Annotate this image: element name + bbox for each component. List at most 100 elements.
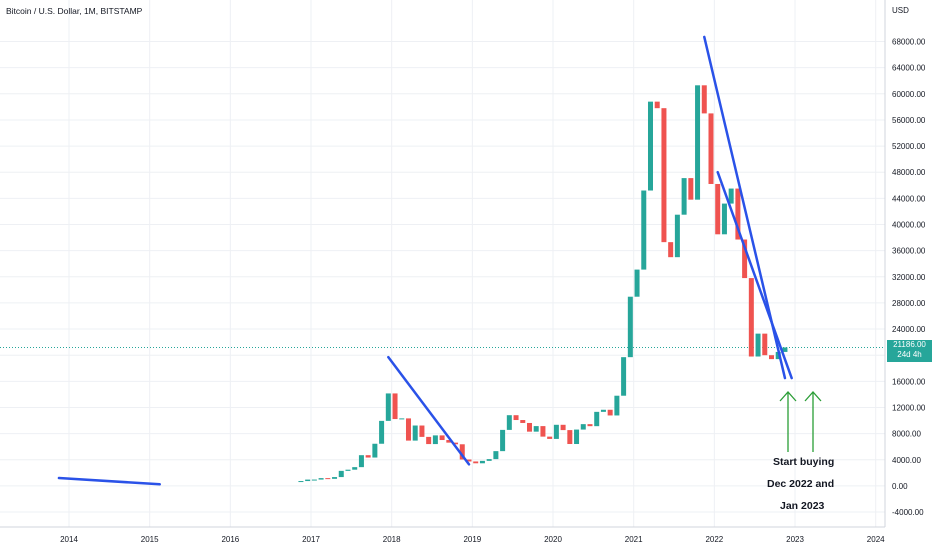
y-tick-label: 44000.00 [892,194,926,203]
annotation-line-2: Dec 2022 and [767,478,835,490]
y-tick-label: 52000.00 [892,142,926,151]
candle [392,393,398,420]
candle [372,443,378,458]
candle [338,470,344,478]
candle [493,451,499,460]
candle [661,108,667,243]
candle [479,460,485,464]
y-tick-label: 68000.00 [892,38,926,47]
candle [674,214,680,258]
buy-arrow-head [804,391,822,402]
x-tick-label: 2021 [625,535,643,544]
candle [412,425,418,441]
candle [446,440,452,443]
annotation-line-1: Start buying [773,456,835,468]
candle [486,459,492,461]
x-tick-label: 2017 [302,535,320,544]
candle [580,424,586,430]
candle [332,477,338,479]
y-tick-label: 0.00 [892,482,908,491]
candle [520,420,526,423]
candle [634,269,640,297]
candle [533,426,539,432]
candle [594,411,600,427]
candle [641,190,647,270]
y-tick-label: 36000.00 [892,247,926,256]
candle [399,418,405,420]
x-tick-label: 2022 [705,535,723,544]
candle [695,85,701,200]
bar-countdown: 24d 4h [897,350,922,359]
candle [627,296,633,358]
y-tick-label: 56000.00 [892,116,926,125]
candle [735,188,741,240]
x-tick-label: 2024 [867,535,885,544]
candle [459,444,465,460]
y-tick-label: 28000.00 [892,299,926,308]
last-price-value: 21186.00 [893,340,926,349]
y-tick-label: 64000.00 [892,64,926,73]
candle [775,351,781,360]
candle [540,426,546,437]
candle [365,455,371,458]
x-tick-label: 2014 [60,535,78,544]
candle [553,424,559,439]
symbol-title: Bitcoin / U.S. Dollar, 1M, BITSTAMP [6,6,143,16]
x-tick-label: 2019 [463,535,481,544]
candle [748,278,754,357]
candle [298,481,304,483]
currency-label: USD [892,6,909,15]
candle [385,393,391,421]
candle [358,455,364,468]
y-tick-label: 32000.00 [892,273,926,282]
candle [621,357,627,396]
y-tick-label: 4000.00 [892,456,921,465]
candle [318,478,324,480]
candle [419,425,425,437]
candle [567,430,573,445]
y-tick-label: 16000.00 [892,377,926,386]
candle [426,436,432,445]
candle [439,435,445,441]
y-tick-label: 24000.00 [892,325,926,334]
candle [526,422,532,432]
candle [607,409,613,416]
candle [647,101,653,191]
buy-arrow-head [779,391,797,402]
candle [432,435,438,445]
candle [769,355,775,360]
candle [688,178,694,200]
candle [473,461,479,464]
y-tick-label: 40000.00 [892,221,926,230]
candle [614,395,620,416]
candle [453,442,459,445]
candle [755,333,761,357]
candle [742,239,748,279]
y-tick-label: -4000.00 [892,508,924,517]
x-tick-label: 2016 [221,535,239,544]
candle [305,479,311,482]
y-tick-label: 8000.00 [892,430,921,439]
candle [352,467,358,470]
candle [728,188,734,204]
annotation-line-3: Jan 2023 [780,500,825,512]
trendline [57,476,162,486]
candle [762,333,768,356]
last-price-badge: 21186.00 24d 4h [887,340,932,362]
candle [668,242,674,258]
x-tick-label: 2015 [141,535,159,544]
candle [654,101,660,109]
y-tick-label: 60000.00 [892,90,926,99]
candle [560,424,566,431]
x-tick-label: 2020 [544,535,562,544]
x-tick-label: 2023 [786,535,804,544]
trendline [716,170,793,380]
y-tick-label: 48000.00 [892,168,926,177]
candle [311,479,317,481]
candle [574,429,580,445]
candle [715,183,721,235]
candle [466,459,472,462]
candle [379,420,385,444]
candle [600,409,606,412]
